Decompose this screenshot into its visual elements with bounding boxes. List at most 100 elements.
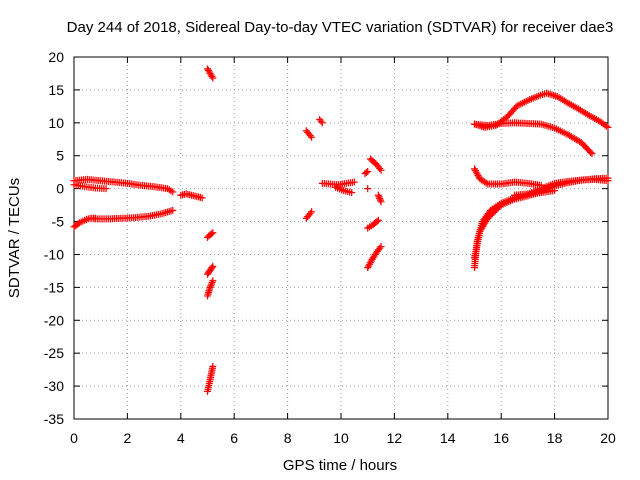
series-seg-b	[70, 181, 110, 193]
series-seg-a	[70, 175, 177, 196]
data-point	[374, 216, 382, 224]
x-tick-label: 2	[124, 430, 132, 446]
x-tick-label: 4	[177, 430, 185, 446]
series-seg-f	[204, 65, 217, 82]
series-seg-w	[471, 119, 596, 158]
series-seg-o	[332, 183, 356, 197]
data-marks	[70, 65, 612, 395]
data-point	[375, 193, 383, 201]
series-seg-aa	[511, 175, 612, 199]
data-point	[208, 280, 216, 288]
series-seg-k	[302, 127, 316, 141]
y-tick-label: -35	[44, 411, 64, 427]
series-seg-u	[364, 243, 385, 272]
y-tick-label: -30	[44, 378, 64, 394]
y-tick-label: 20	[48, 49, 64, 65]
axis-ticks	[73, 56, 609, 420]
data-point	[364, 185, 372, 193]
data-point	[209, 277, 217, 285]
data-point	[317, 117, 325, 125]
data-point	[209, 362, 217, 370]
data-point	[209, 74, 217, 82]
x-tick-label: 14	[440, 430, 456, 446]
y-tick-label: 5	[56, 148, 64, 164]
x-tick-label: 18	[547, 430, 563, 446]
y-tick-label: 0	[56, 181, 64, 197]
data-point	[350, 178, 358, 186]
data-point	[587, 148, 595, 156]
series-seg-x	[471, 165, 545, 189]
series-seg-p	[361, 168, 372, 177]
data-point	[318, 119, 326, 127]
x-tick-labels: 0 2 4 6 8 10 12 14 16 18 20	[70, 430, 616, 446]
y-tick-label: 15	[48, 82, 64, 98]
data-point	[374, 191, 382, 199]
data-point	[306, 132, 314, 140]
y-tick-labels: -35 -30 -25 -20 -15 -10 -5 0 5 10 15 20	[44, 49, 64, 427]
series-seg-m	[316, 116, 326, 127]
data-point	[198, 194, 206, 202]
series-seg-g	[204, 229, 217, 241]
data-point	[376, 244, 384, 252]
grid	[74, 57, 608, 419]
data-point	[208, 264, 216, 272]
x-tick-label: 6	[230, 430, 238, 446]
data-point	[209, 229, 217, 237]
x-tick-label: 20	[600, 430, 616, 446]
data-point	[362, 169, 370, 177]
x-tick-label: 12	[387, 430, 403, 446]
data-point	[208, 278, 216, 286]
data-point	[206, 283, 214, 291]
series-seg-i	[204, 277, 217, 300]
data-point	[377, 243, 385, 251]
data-point	[604, 177, 612, 185]
data-point	[373, 217, 381, 225]
y-tick-label: -20	[44, 312, 64, 328]
data-point	[376, 165, 384, 173]
y-tick-label: 10	[48, 115, 64, 131]
y-tick-label: -25	[44, 345, 64, 361]
data-point	[169, 206, 177, 214]
data-point	[308, 133, 316, 141]
data-point	[208, 230, 216, 238]
chart-title: Day 244 of 2018, Sidereal Day-to-day VTE…	[67, 19, 614, 36]
x-axis-label: GPS time / hours	[283, 457, 397, 474]
series-seg-r	[366, 155, 385, 174]
series-seg-d	[91, 206, 177, 223]
data-point	[208, 73, 216, 81]
series-seg-q	[364, 185, 372, 193]
series-seg-t	[364, 216, 382, 232]
data-point	[588, 150, 596, 158]
data-point	[364, 168, 372, 176]
data-point	[376, 196, 384, 204]
data-point	[207, 282, 215, 290]
data-point	[348, 189, 356, 197]
series-seg-n	[318, 178, 358, 189]
data-point	[169, 188, 177, 196]
data-point	[482, 179, 490, 187]
y-tick-label: -10	[44, 246, 64, 262]
series-seg-s	[374, 191, 385, 206]
data-point	[102, 185, 110, 193]
series-seg-l	[302, 208, 316, 222]
series-seg-e	[177, 190, 206, 202]
x-tick-label: 8	[284, 430, 292, 446]
y-tick-label: -15	[44, 279, 64, 295]
data-point	[308, 208, 316, 216]
series-seg-c	[70, 214, 99, 231]
y-tick-label: -5	[52, 214, 65, 230]
y-axis-label: SDTVAR / TECUs	[6, 178, 23, 298]
data-point	[602, 122, 610, 130]
data-point	[604, 123, 612, 131]
series-seg-j	[204, 362, 217, 395]
x-tick-label: 10	[333, 430, 349, 446]
data-point	[377, 198, 385, 206]
x-tick-label: 0	[70, 430, 78, 446]
data-point	[306, 209, 314, 217]
x-tick-label: 16	[493, 430, 509, 446]
data-point	[209, 262, 217, 270]
series-seg-h	[204, 262, 217, 278]
data-point	[376, 195, 384, 203]
data-point	[377, 166, 385, 174]
